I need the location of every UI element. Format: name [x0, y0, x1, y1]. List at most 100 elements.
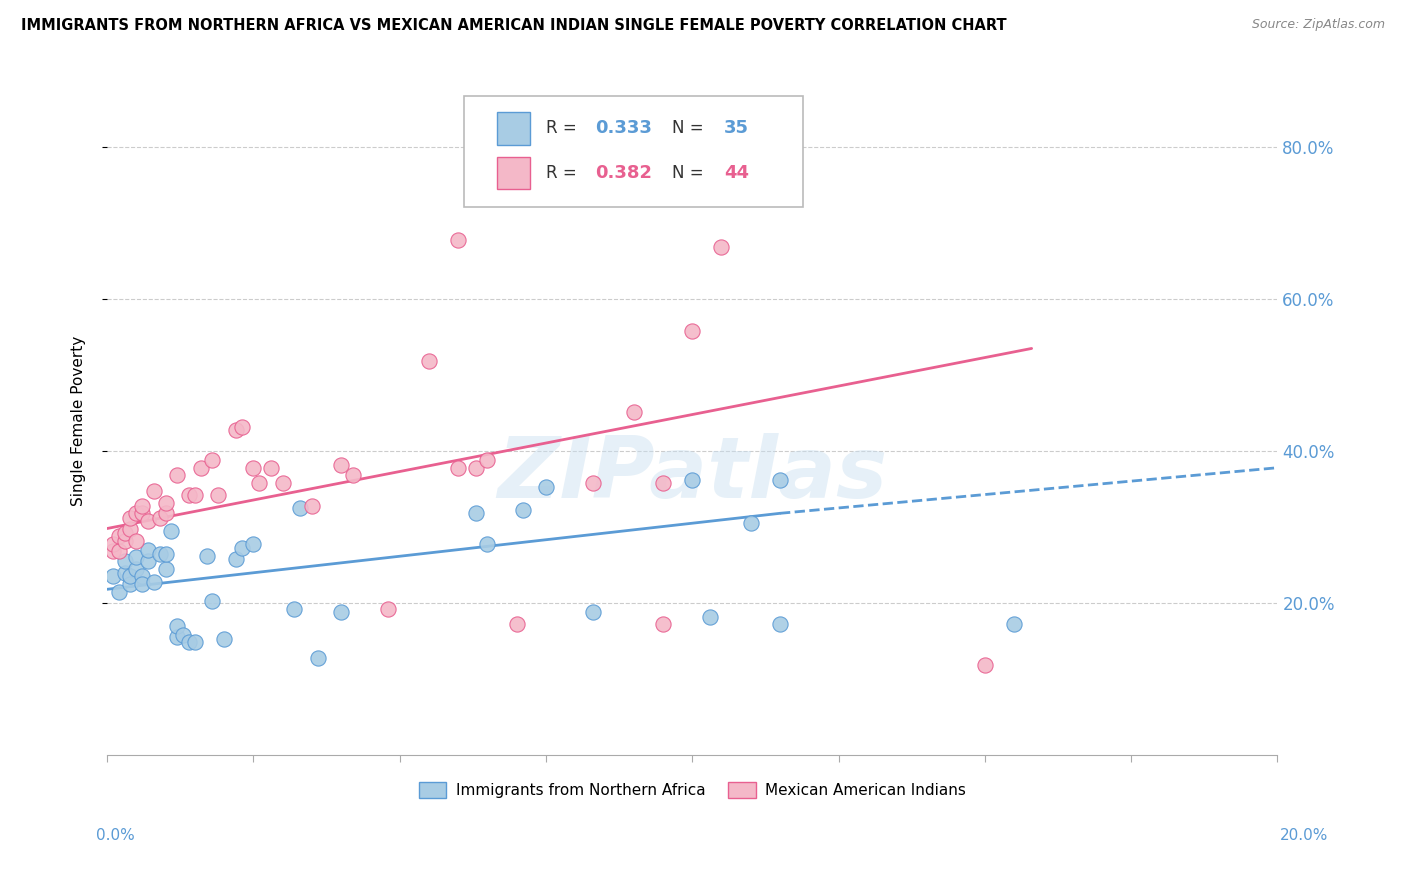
Point	[271, 475, 294, 490]
Point	[101, 544, 124, 558]
Point	[464, 506, 486, 520]
Point	[195, 549, 218, 563]
Point	[201, 453, 224, 467]
Point	[136, 542, 159, 557]
Point	[177, 488, 200, 502]
Point	[166, 468, 188, 483]
Text: N =: N =	[672, 120, 709, 137]
Point	[125, 550, 148, 565]
Point	[166, 630, 188, 644]
Point	[377, 602, 399, 616]
Text: IMMIGRANTS FROM NORTHERN AFRICA VS MEXICAN AMERICAN INDIAN SINGLE FEMALE POVERTY: IMMIGRANTS FROM NORTHERN AFRICA VS MEXIC…	[21, 18, 1007, 33]
Point	[247, 475, 270, 490]
Point	[212, 632, 235, 647]
Point	[260, 460, 283, 475]
Point	[120, 511, 142, 525]
Text: 0.0%: 0.0%	[96, 828, 135, 843]
Point	[142, 483, 165, 498]
Point	[136, 554, 159, 568]
Point	[447, 460, 470, 475]
Point	[342, 468, 364, 483]
Point	[242, 460, 264, 475]
Point	[330, 605, 353, 619]
Point	[769, 617, 792, 632]
Point	[231, 419, 253, 434]
Point	[477, 453, 499, 467]
Point	[681, 473, 703, 487]
Point	[464, 460, 486, 475]
Y-axis label: Single Female Poverty: Single Female Poverty	[72, 335, 86, 506]
Text: R =: R =	[546, 120, 582, 137]
Point	[201, 594, 224, 608]
Text: 0.333: 0.333	[595, 120, 652, 137]
Point	[769, 473, 792, 487]
Point	[114, 533, 136, 548]
Point	[131, 506, 153, 520]
Point	[681, 324, 703, 338]
Text: 35: 35	[724, 120, 749, 137]
Point	[242, 537, 264, 551]
Bar	[496, 112, 530, 145]
Point	[582, 475, 605, 490]
Text: 44: 44	[724, 164, 749, 182]
Text: R =: R =	[546, 164, 582, 182]
Point	[131, 577, 153, 591]
Point	[114, 526, 136, 541]
Point	[184, 635, 207, 649]
Text: N =: N =	[672, 164, 709, 182]
Point	[120, 569, 142, 583]
Text: 20.0%: 20.0%	[1281, 828, 1329, 843]
Point	[973, 658, 995, 673]
Point	[131, 499, 153, 513]
Point	[207, 488, 229, 502]
FancyBboxPatch shape	[464, 96, 803, 207]
Point	[125, 562, 148, 576]
Point	[166, 619, 188, 633]
Point	[107, 584, 129, 599]
Point	[114, 554, 136, 568]
Point	[101, 569, 124, 583]
Point	[447, 233, 470, 247]
Text: ZIPatlas: ZIPatlas	[498, 433, 887, 516]
Point	[131, 569, 153, 583]
Point	[125, 506, 148, 520]
Bar	[496, 157, 530, 189]
Point	[225, 552, 247, 566]
Point	[623, 404, 645, 418]
Point	[172, 628, 194, 642]
Point	[534, 481, 557, 495]
Point	[477, 537, 499, 551]
Point	[155, 496, 177, 510]
Point	[288, 501, 311, 516]
Point	[505, 617, 527, 632]
Point	[114, 566, 136, 580]
Point	[652, 475, 675, 490]
Point	[283, 602, 305, 616]
Point	[155, 547, 177, 561]
Point	[225, 423, 247, 437]
Point	[149, 547, 172, 561]
Point	[107, 544, 129, 558]
Point	[155, 562, 177, 576]
Point	[512, 503, 534, 517]
Text: 0.382: 0.382	[595, 164, 652, 182]
Point	[190, 460, 212, 475]
Point	[107, 529, 129, 543]
Text: Source: ZipAtlas.com: Source: ZipAtlas.com	[1251, 18, 1385, 31]
Point	[1002, 617, 1025, 632]
Point	[740, 516, 762, 531]
Point	[330, 458, 353, 472]
Point	[149, 511, 172, 525]
Point	[301, 499, 323, 513]
Point	[582, 605, 605, 619]
Point	[710, 240, 733, 254]
Point	[184, 488, 207, 502]
Point	[418, 354, 440, 368]
Point	[155, 506, 177, 520]
Point	[120, 521, 142, 535]
Point	[120, 577, 142, 591]
Point	[142, 574, 165, 589]
Point	[101, 537, 124, 551]
Point	[307, 650, 329, 665]
Point	[160, 524, 183, 538]
